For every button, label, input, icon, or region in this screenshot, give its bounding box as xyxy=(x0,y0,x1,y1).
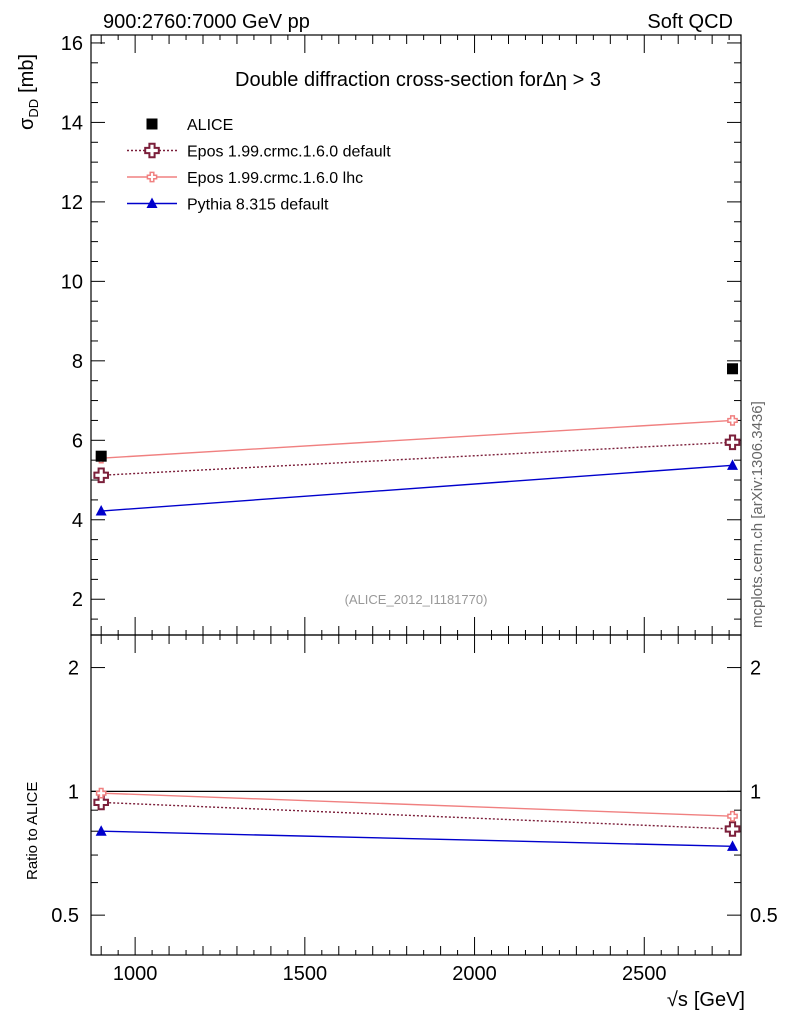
main-y-tick-label: 10 xyxy=(61,271,83,293)
side-source-label: mcplots.cern.ch [arXiv:1306.3436] xyxy=(749,401,766,628)
data-point-alice xyxy=(95,450,107,462)
legend-label-alice: ALICE xyxy=(187,117,233,134)
legend-marker-alice xyxy=(146,118,158,130)
legend-marker-pythia-8-315-default xyxy=(146,197,158,208)
legend-label-pythia-8-315-default: Pythia 8.315 default xyxy=(187,197,329,214)
ratio-panel: 0.5 0.5 1 1 2 2 1000 1500 2000 2500 Ratio to ALI… xyxy=(24,634,778,1011)
main-y-tick-label: 12 xyxy=(61,192,83,214)
ratio-y-ticks: 0.5 0.5 1 1 2 2 xyxy=(51,658,778,956)
x-tick-label: 1000 xyxy=(113,963,158,985)
series-line-epos-1-99-crmc-1-6-0-default xyxy=(101,441,733,476)
legend-label-epos-1-99-crmc-1-6-0-lhc: Epos 1.99.crmc.1.6.0 lhc xyxy=(187,170,363,187)
main-series-group xyxy=(93,363,741,516)
ratio-point-epos-1-99-crmc-1-6-0-lhc xyxy=(95,787,107,799)
series-line-pythia-8-315-default xyxy=(101,464,733,512)
main-y-tick-label: 6 xyxy=(72,430,83,452)
ratio-x-ticks: 1000 1500 2000 2500 xyxy=(100,635,730,985)
x-tick-label: 2500 xyxy=(622,963,667,985)
ratio-point-epos-1-99-crmc-1-6-0-default xyxy=(93,794,109,811)
data-point-pythia-8-315-default xyxy=(95,505,107,516)
ratio-point-epos-1-99-crmc-1-6-0-lhc xyxy=(727,810,738,822)
series-line-epos-1-99-crmc-1-6-0-lhc xyxy=(101,419,733,459)
ratio-line-epos-1-99-crmc-1-6-0-lhc xyxy=(101,792,733,817)
ratio-line-pythia-8-315-default xyxy=(101,830,733,848)
main-y-tick-label: 4 xyxy=(72,510,83,532)
main-y-axis-unit: [mb] xyxy=(16,54,38,93)
main-x-ticks xyxy=(100,35,730,635)
header-category-label: Soft QCD xyxy=(647,11,733,33)
x-tick-label: 2000 xyxy=(452,963,497,985)
x-tick-label: 1500 xyxy=(283,963,328,985)
legend-marker-epos-1-99-crmc-1-6-0-default xyxy=(144,142,160,159)
main-y-axis-subscript: DD xyxy=(26,99,41,118)
main-title: Double diffraction cross-section forΔη >… xyxy=(235,69,601,91)
ratio-y-tick-label-left: 0.5 xyxy=(51,905,79,927)
ratio-frame xyxy=(90,634,742,956)
ratio-y-tick-label-left: 1 xyxy=(68,781,79,803)
data-point-epos-1-99-crmc-1-6-0-default xyxy=(724,434,741,451)
main-watermark: (ALICE_2012_I1181770) xyxy=(345,592,488,607)
ratio-y-axis-label: Ratio to ALICE xyxy=(24,782,41,880)
main-y-axis-symbol: σ xyxy=(16,117,38,130)
ratio-point-pythia-8-315-default xyxy=(95,825,107,836)
data-point-epos-1-99-crmc-1-6-0-default xyxy=(93,467,109,484)
data-point-alice xyxy=(727,363,739,375)
main-y-axis-label: σDD [mb] xyxy=(16,54,41,130)
main-y-tick-label: 14 xyxy=(61,112,83,134)
ratio-y-tick-label-left: 2 xyxy=(68,658,79,680)
ratio-y-tick-label-right: 1 xyxy=(750,781,761,803)
main-y-ticks: 2 4 6 8 10 12 14 16 xyxy=(61,33,741,620)
data-point-epos-1-99-crmc-1-6-0-lhc xyxy=(727,415,738,426)
data-point-pythia-8-315-default xyxy=(727,459,739,470)
main-panel: 2 4 6 8 10 12 14 16 Double diffraction cross-se… xyxy=(16,33,742,636)
ratio-point-epos-1-99-crmc-1-6-0-default xyxy=(724,821,741,837)
ratio-y-tick-label-right: 0.5 xyxy=(750,905,778,927)
legend-label-epos-1-99-crmc-1-6-0-default: Epos 1.99.crmc.1.6.0 default xyxy=(187,144,391,161)
ratio-y-tick-label-right: 2 xyxy=(750,658,761,680)
legend: ALICE Epos 1.99.crmc.1.6.0 default Epos 1.… xyxy=(127,117,391,214)
main-y-tick-label: 16 xyxy=(61,33,83,55)
ratio-series-group xyxy=(93,787,741,851)
legend-marker-epos-1-99-crmc-1-6-0-lhc xyxy=(146,171,158,183)
x-axis-unit: [GeV] xyxy=(694,989,745,1011)
main-y-tick-label: 2 xyxy=(72,589,83,611)
x-axis-root: √s xyxy=(667,989,688,1011)
ratio-line-epos-1-99-crmc-1-6-0-default xyxy=(101,801,733,830)
ratio-point-pythia-8-315-default xyxy=(727,840,739,851)
x-axis-label: √s [GeV] xyxy=(667,989,745,1011)
header-energy-label: 900:2760:7000 GeV pp xyxy=(103,11,310,33)
main-y-tick-label: 8 xyxy=(72,351,83,373)
